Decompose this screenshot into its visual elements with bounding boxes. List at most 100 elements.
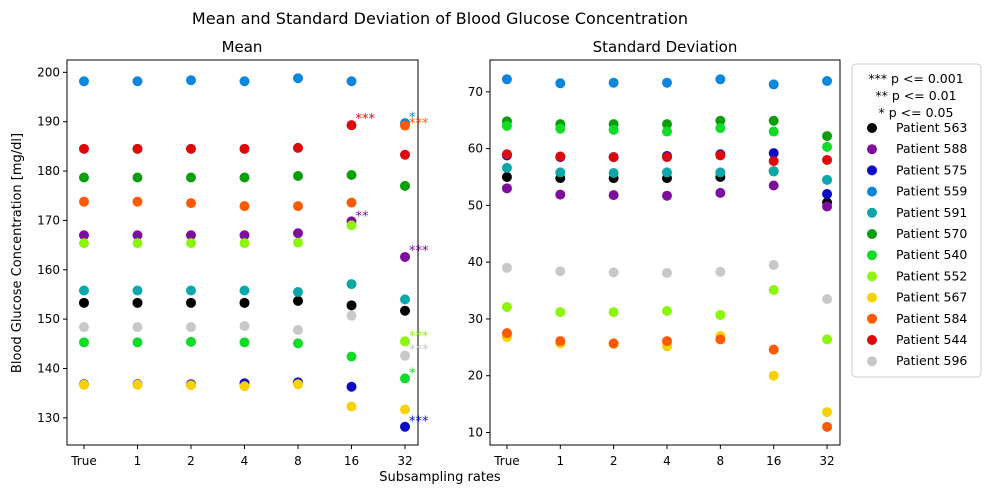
mean-point-patient-544 bbox=[132, 143, 143, 154]
sd-point-patient-540 bbox=[662, 126, 672, 137]
mean-point-patient-563 bbox=[78, 297, 89, 308]
sd-point-patient-552 bbox=[768, 284, 779, 295]
legend: *** p <= 0.001 ** p <= 0.01 * p <= 0.05 Pa… bbox=[851, 63, 982, 378]
sd-point-patient-540 bbox=[608, 124, 619, 135]
sd-point-patient-584 bbox=[715, 334, 726, 345]
mean-y-tick-label: 200 bbox=[37, 65, 60, 79]
mean-point-patient-596 bbox=[78, 322, 89, 333]
legend-label-patient-567: Patient 567 bbox=[896, 290, 967, 305]
mean-significance-annotation: ** bbox=[356, 209, 370, 224]
mean-x-tick-label: 1 bbox=[134, 454, 142, 468]
mean-point-patient-575 bbox=[400, 421, 411, 432]
sd-y-tick-label: 50 bbox=[468, 198, 483, 212]
mean-y-tick-label: 170 bbox=[37, 213, 60, 227]
sd-point-patient-552 bbox=[822, 334, 833, 345]
sd-point-patient-588 bbox=[501, 183, 512, 194]
mean-point-patient-544 bbox=[346, 120, 357, 131]
sd-point-patient-596 bbox=[822, 294, 833, 305]
sd-point-patient-544 bbox=[822, 154, 833, 165]
mean-point-patient-559 bbox=[239, 76, 250, 87]
mean-significance-annotation: *** bbox=[409, 244, 429, 259]
std-dev-panel: Standard Deviation True 1 2 4 8 16 32 10 20 30 40 5… bbox=[468, 38, 841, 468]
sd-point-patient-588 bbox=[715, 187, 726, 198]
mean-point-patient-559 bbox=[346, 76, 357, 87]
mean-point-patient-584 bbox=[185, 198, 196, 209]
sd-y-tick-label: 40 bbox=[468, 255, 483, 269]
sd-point-patient-588 bbox=[822, 201, 833, 212]
sd-point-patient-584 bbox=[768, 344, 779, 355]
sd-point-patient-596 bbox=[555, 266, 566, 277]
mean-point-patient-596 bbox=[239, 321, 250, 332]
mean-significance-annotation: *** bbox=[409, 329, 429, 344]
mean-point-patient-552 bbox=[78, 238, 89, 249]
mean-point-patient-544 bbox=[78, 143, 89, 154]
sd-point-patient-588 bbox=[608, 190, 619, 201]
sd-point-patient-584 bbox=[501, 328, 512, 339]
legend-significance-entry: *** p <= 0.001 bbox=[868, 71, 963, 86]
mean-point-patient-540 bbox=[346, 351, 357, 362]
sd-point-patient-567 bbox=[768, 370, 779, 381]
mean-point-patient-552 bbox=[132, 238, 143, 249]
sd-point-patient-596 bbox=[608, 267, 619, 278]
legend-marker-patient-544 bbox=[867, 335, 877, 345]
sd-point-patient-559 bbox=[715, 74, 726, 85]
sd-point-patient-544 bbox=[608, 152, 619, 163]
mean-point-patient-567 bbox=[185, 380, 196, 391]
mean-point-patient-591 bbox=[400, 294, 411, 305]
mean-x-tick-label: 16 bbox=[344, 454, 359, 468]
sd-point-patient-540 bbox=[555, 123, 566, 134]
legend-label-patient-570: Patient 570 bbox=[896, 226, 967, 241]
sd-point-patient-559 bbox=[608, 77, 619, 88]
sd-point-patient-591 bbox=[662, 167, 672, 178]
mean-panel-title: Mean bbox=[222, 38, 263, 56]
sd-point-patient-540 bbox=[822, 141, 833, 152]
sd-point-patient-588 bbox=[555, 189, 566, 200]
mean-point-patient-563 bbox=[132, 297, 143, 308]
mean-point-patient-540 bbox=[400, 373, 411, 384]
mean-point-patient-570 bbox=[132, 172, 143, 183]
sd-point-patient-591 bbox=[768, 166, 779, 177]
mean-point-patient-591 bbox=[185, 285, 196, 296]
mean-y-tick-label: 130 bbox=[37, 411, 60, 425]
sd-y-tick-label: 20 bbox=[468, 369, 483, 383]
legend-marker-patient-570 bbox=[867, 229, 877, 239]
mean-point-patient-588 bbox=[185, 230, 196, 241]
sd-point-patient-552 bbox=[608, 307, 619, 318]
sd-point-patient-552 bbox=[501, 302, 512, 313]
mean-y-tick-label: 180 bbox=[37, 164, 60, 178]
mean-point-patient-567 bbox=[293, 379, 304, 390]
legend-significance-entry: * p <= 0.05 bbox=[879, 105, 954, 120]
sd-point-patient-575 bbox=[768, 148, 779, 159]
mean-point-patient-563 bbox=[293, 295, 304, 306]
mean-point-patient-559 bbox=[185, 75, 196, 86]
mean-significance-annotation: *** bbox=[409, 343, 429, 358]
sd-point-patient-567 bbox=[822, 407, 833, 418]
sd-x-tick-label: 32 bbox=[819, 454, 834, 468]
mean-point-patient-559 bbox=[132, 76, 143, 87]
mean-point-patient-596 bbox=[132, 322, 143, 333]
sd-point-patient-540 bbox=[501, 120, 512, 131]
mean-point-patient-588 bbox=[78, 230, 89, 241]
mean-point-patient-540 bbox=[239, 337, 250, 348]
mean-point-patient-567 bbox=[132, 379, 143, 390]
legend-label-patient-591: Patient 591 bbox=[896, 205, 967, 220]
mean-point-patient-596 bbox=[185, 322, 196, 333]
mean-point-patient-575 bbox=[346, 381, 357, 392]
legend-label-patient-559: Patient 559 bbox=[896, 184, 967, 199]
mean-y-tick-label: 150 bbox=[37, 312, 60, 326]
std-dev-plot-area: True 1 2 4 8 16 32 10 20 30 40 50 60 70 bbox=[468, 59, 841, 468]
mean-point-patient-591 bbox=[239, 285, 250, 296]
mean-point-patient-567 bbox=[346, 401, 357, 412]
mean-point-patient-588 bbox=[132, 230, 143, 241]
mean-point-patient-588 bbox=[293, 228, 304, 239]
mean-point-patient-544 bbox=[239, 143, 250, 154]
mean-point-patient-552 bbox=[400, 336, 411, 347]
sd-point-patient-570 bbox=[768, 115, 779, 126]
legend-significance-entry: ** p <= 0.01 bbox=[875, 88, 956, 103]
sd-y-tick-label: 70 bbox=[468, 85, 483, 99]
sd-point-patient-588 bbox=[662, 190, 672, 201]
mean-x-tick-label: 2 bbox=[187, 454, 195, 468]
sd-point-patient-544 bbox=[715, 150, 726, 161]
mean-point-patient-544 bbox=[293, 142, 304, 153]
